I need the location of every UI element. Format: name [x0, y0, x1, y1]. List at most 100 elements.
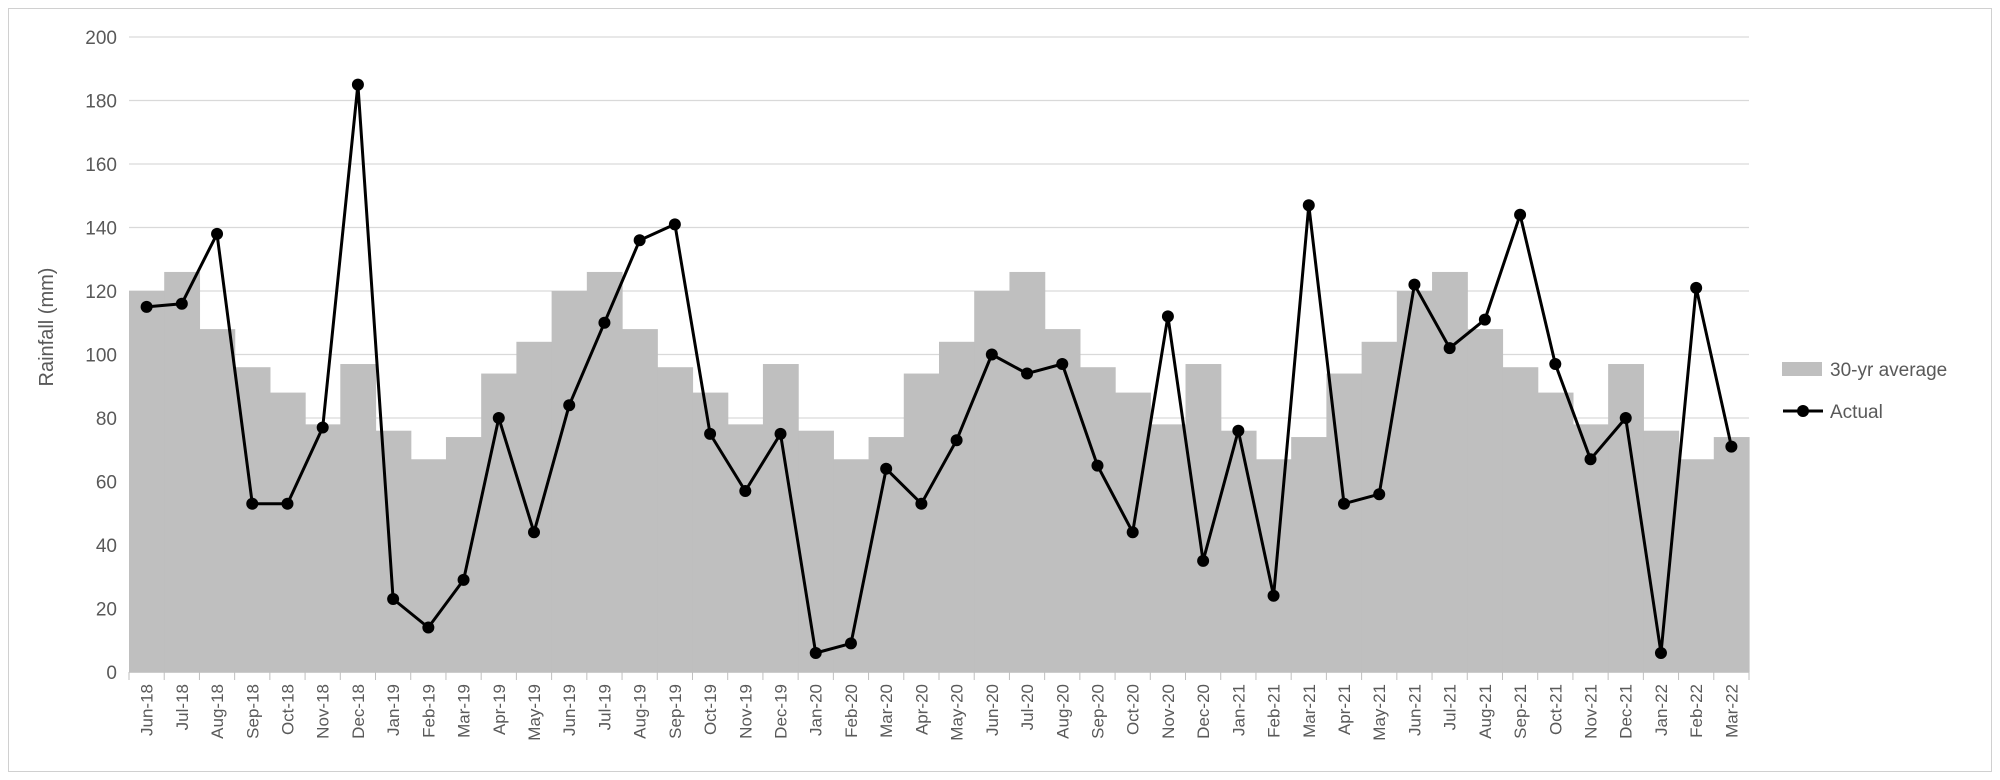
actual-points [140, 78, 1738, 659]
x-tick-label: Sep-21 [1511, 684, 1530, 739]
actual-point-Nov-19 [739, 485, 752, 498]
x-tick-label: Jan-22 [1652, 684, 1671, 736]
actual-point-Jan-19 [387, 592, 400, 605]
actual-point-Sep-21 [1514, 208, 1527, 221]
x-tick-label: May-19 [525, 684, 544, 741]
y-tick-label: 20 [96, 600, 117, 621]
average-bar-Jan-21 [1220, 430, 1257, 672]
actual-point-Feb-22 [1690, 281, 1703, 294]
y-tick-label: 100 [85, 346, 117, 367]
actual-point-Nov-20 [1161, 310, 1174, 323]
legend-swatch-average [1782, 362, 1822, 376]
x-tick-label: Jun-18 [138, 684, 157, 736]
average-bar-Sep-21 [1502, 367, 1539, 672]
actual-point-Oct-19 [704, 427, 717, 440]
actual-point-Dec-18 [351, 78, 364, 91]
average-bar-Jul-21 [1432, 271, 1468, 672]
average-bar-Aug-18 [199, 329, 236, 672]
x-tick-label: Oct-20 [1124, 684, 1143, 735]
x-tick-label: Oct-18 [278, 684, 297, 735]
y-tick-labels: 0 20 40 60 80 100 120 140 160 180 200 [85, 28, 117, 684]
average-bar-Jul-20 [1009, 271, 1046, 672]
average-bar-Oct-18 [269, 392, 306, 672]
actual-point-Aug-21 [1478, 313, 1491, 326]
x-tick-label: Aug-20 [1053, 684, 1072, 739]
average-bar-Mar-20 [868, 437, 905, 672]
x-tick-label: Nov-21 [1582, 684, 1601, 739]
average-bar-Jan-22 [1643, 430, 1680, 672]
actual-point-Jan-21 [1232, 424, 1245, 437]
x-tick-label: Aug-19 [631, 684, 650, 739]
x-tick-label: Nov-19 [736, 684, 755, 739]
actual-point-Jun-19 [563, 399, 576, 412]
actual-point-Apr-21 [1338, 497, 1350, 510]
average-bar-May-20 [939, 341, 975, 672]
x-tick-label: Mar-20 [877, 684, 896, 738]
y-tick-label: 140 [85, 219, 117, 240]
average-bar-Jan-19 [375, 430, 412, 672]
x-tick-label: Feb-19 [419, 684, 438, 738]
x-tick-labels: Jun-18 Jul-18 Aug-18 Sep-18 Oct-18 Nov-18 Dec-… [138, 684, 1742, 741]
average-bar-Apr-21 [1326, 373, 1363, 672]
x-tick-label: Jul-20 [1018, 684, 1037, 730]
actual-point-Aug-20 [1056, 358, 1069, 371]
x-tick-label: Dec-19 [772, 684, 791, 739]
x-tick-label: Apr-21 [1335, 684, 1354, 735]
y-axis-label: Rainfall (mm) [36, 268, 58, 387]
y-tick-label: 120 [85, 282, 117, 303]
actual-point-May-19 [528, 526, 540, 539]
actual-point-May-20 [950, 434, 963, 447]
actual-point-Apr-20 [915, 497, 928, 510]
x-tick-label: Sep-19 [666, 684, 685, 739]
average-bar-May-21 [1361, 341, 1398, 672]
actual-point-Mar-22 [1725, 440, 1738, 453]
actual-point-Feb-19 [422, 621, 435, 634]
actual-line [146, 83, 1733, 655]
actual-point-Nov-21 [1584, 453, 1597, 466]
x-tick-label: Oct-21 [1546, 684, 1565, 735]
average-bar-Sep-19 [657, 367, 694, 672]
average-bar-Oct-21 [1537, 392, 1574, 672]
x-tick-label: Apr-20 [912, 684, 931, 735]
average-bar-Jun-21 [1396, 291, 1433, 672]
actual-point-Jun-20 [985, 348, 998, 361]
average-bar-Feb-22 [1678, 459, 1715, 672]
average-bar-Mar-21 [1291, 437, 1327, 672]
y-tick-label: 180 [85, 92, 117, 113]
legend-label-actual: Actual [1830, 402, 1883, 423]
y-tick-label: 40 [96, 536, 117, 557]
average-bar-Aug-20 [1044, 329, 1081, 672]
legend-swatch-actual-marker [1797, 405, 1809, 417]
actual-point-Aug-18 [211, 227, 224, 240]
x-tick-label: May-21 [1370, 684, 1389, 741]
actual-point-Jul-18 [175, 297, 188, 310]
average-bar-Jul-19 [586, 271, 623, 672]
x-tick-label: Nov-20 [1159, 684, 1178, 739]
average-bar-Feb-19 [410, 459, 447, 672]
average-bar-Dec-18 [340, 364, 377, 672]
axes [128, 671, 1750, 680]
actual-point-Jul-19 [598, 316, 611, 329]
average-bar-Feb-21 [1255, 459, 1292, 672]
actual-point-Feb-21 [1267, 589, 1280, 602]
x-tick-label: May-20 [948, 684, 967, 741]
average-bar-Aug-19 [622, 329, 658, 672]
actual-point-Aug-19 [633, 234, 646, 247]
y-tick-label: 60 [96, 473, 117, 494]
rainfall-chart: 0 20 40 60 80 100 120 140 160 180 200 Jun-18 Jul-18… [36, 28, 1947, 741]
actual-series-line [146, 83, 1733, 655]
average-bar-Jul-18 [164, 271, 201, 672]
actual-point-Sep-18 [246, 497, 259, 510]
average-bar-Apr-20 [903, 373, 940, 672]
y-tick-label: 0 [106, 663, 117, 684]
x-tick-label: Dec-21 [1617, 684, 1636, 739]
legend-label-average: 30-yr average [1830, 360, 1947, 381]
y-tick-label: 80 [96, 409, 117, 430]
x-tick-label: Sep-20 [1088, 684, 1107, 739]
average-bar-Nov-19 [727, 424, 764, 672]
x-tick-label: Jun-20 [983, 684, 1002, 736]
average-bar-Jan-20 [798, 430, 834, 672]
average-bar-Nov-20 [1150, 424, 1187, 672]
x-tick-label: Jun-19 [560, 684, 579, 736]
actual-point-Jul-21 [1443, 342, 1456, 355]
